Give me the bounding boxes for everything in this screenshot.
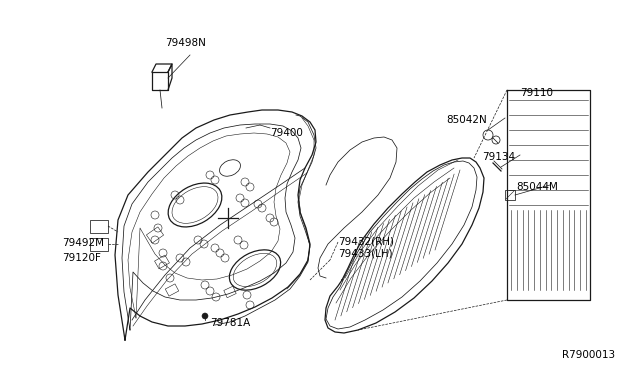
Text: 79134: 79134 [482,152,515,162]
Text: 79781A: 79781A [210,318,250,328]
Text: 79492M: 79492M [62,238,104,248]
Text: 79433(LH): 79433(LH) [338,248,392,258]
Circle shape [202,313,208,319]
Bar [90,220,108,233]
Bar [154,255,170,269]
Bar [505,190,515,200]
Text: 85042N: 85042N [446,115,487,125]
Text: 79498N: 79498N [165,38,206,48]
Text: 79120F: 79120F [62,253,101,263]
Text: 79400: 79400 [270,128,303,138]
Text: 79432(RH): 79432(RH) [338,236,394,246]
Bar [147,227,164,243]
Bar [224,286,236,298]
Bar [90,238,108,251]
Text: 85044M: 85044M [516,182,558,192]
Bar [165,284,179,296]
Text: 79110: 79110 [520,88,553,98]
Text: R7900013: R7900013 [562,350,615,360]
